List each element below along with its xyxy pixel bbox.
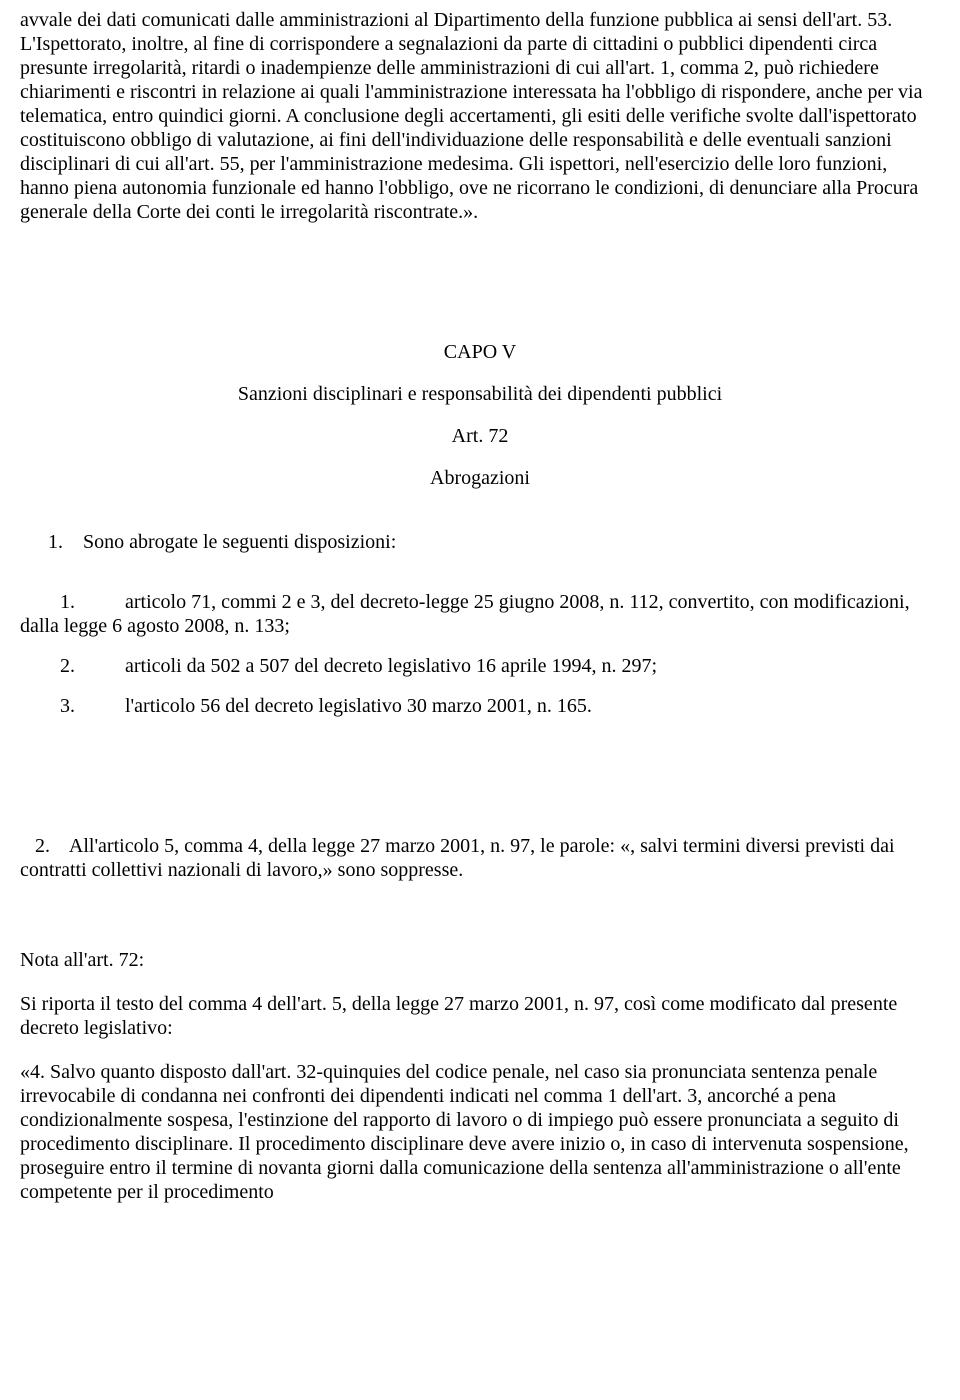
note-paragraph-2: «4. Salvo quanto disposto dall'art. 32-q… — [20, 1060, 940, 1204]
note-heading: Nota all'art. 72: — [20, 948, 940, 972]
paragraph-2: 2. All'articolo 5, comma 4, della legge … — [20, 834, 940, 882]
spacer — [20, 888, 940, 948]
note-paragraph-1: Si riporta il testo del comma 4 dell'art… — [20, 992, 940, 1040]
list-intro: 1. Sono abrogate le seguenti disposizion… — [20, 530, 940, 554]
list-item-2: 2. articoli da 502 a 507 del decreto leg… — [20, 654, 940, 678]
spacer — [20, 490, 940, 530]
spacer — [20, 230, 940, 340]
spacer — [20, 560, 940, 590]
spacer — [20, 724, 940, 834]
capo-subtitle: Sanzioni disciplinari e responsabilità d… — [20, 382, 940, 406]
spacer — [20, 684, 940, 694]
article-number: Art. 72 — [20, 424, 940, 448]
spacer — [20, 1046, 940, 1060]
paragraph-intro: avvale dei dati comunicati dalle amminis… — [20, 8, 940, 224]
spacer — [20, 978, 940, 992]
list-item-1: 1. articolo 71, commi 2 e 3, del decreto… — [20, 590, 940, 638]
spacer — [20, 644, 940, 654]
capo-heading: CAPO V — [20, 340, 940, 364]
article-title: Abrogazioni — [20, 466, 940, 490]
list-item-3: 3. l'articolo 56 del decreto legislativo… — [20, 694, 940, 718]
